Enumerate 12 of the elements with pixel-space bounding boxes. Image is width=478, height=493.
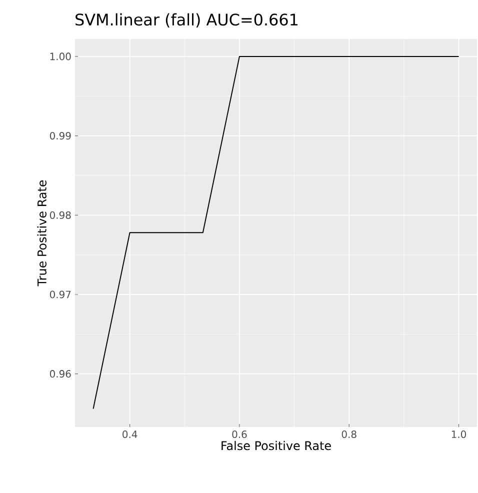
x-tick-label: 0.6 (232, 430, 247, 438)
x-tick-label: 1.0 (452, 430, 466, 438)
y-tick-label: 0.98 (50, 211, 71, 219)
x-axis-title: False Positive Rate (222, 440, 331, 450)
y-tick-label: 0.97 (50, 290, 71, 298)
chart-title: SVM.linear (fall) AUC=0.661 (76, 13, 298, 28)
y-tick-label: 1.00 (50, 52, 71, 60)
x-tick-label: 0.8 (342, 430, 356, 438)
y-axis-title: True Positive Rate (37, 180, 46, 286)
x-tick-label: 0.4 (122, 430, 138, 438)
y-tick-label: 0.99 (50, 132, 71, 140)
y-tick-label: 0.96 (50, 370, 71, 378)
